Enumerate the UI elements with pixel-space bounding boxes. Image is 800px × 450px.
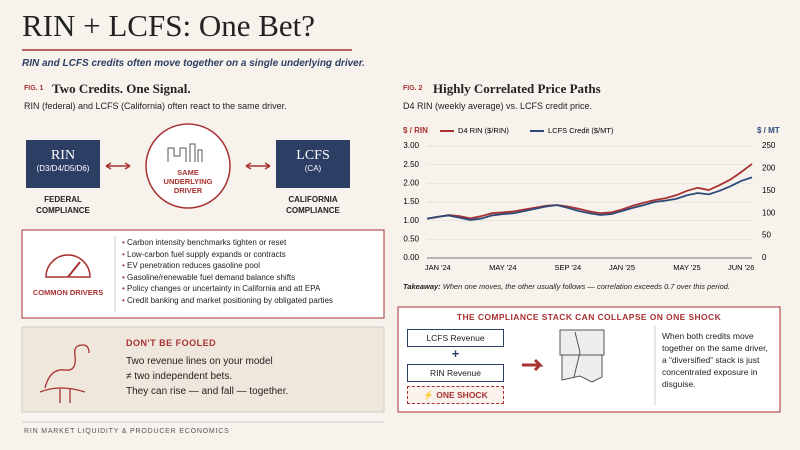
- caption-line: CALIFORNIA: [288, 195, 338, 204]
- stack-text: When both credits move together on the s…: [662, 331, 768, 389]
- lcfs-box: LCFS (CA): [276, 140, 350, 188]
- subtitle: RIN and LCFS credits often move together…: [22, 58, 365, 69]
- driver-line: UNDERLYING: [163, 177, 213, 186]
- refinery-icon: [167, 143, 203, 162]
- driver-item: • Low-carbon fuel supply expands or cont…: [122, 249, 333, 261]
- driver-item: • Carbon intensity benchmarks tighten or…: [122, 237, 333, 249]
- chart-title: Highly Correlated Price Paths: [433, 81, 601, 96]
- driver-line: SAME: [177, 168, 199, 177]
- takeaway-text: When one moves, the other usually follow…: [442, 282, 730, 291]
- x-tick-label: MAY '25: [673, 263, 700, 272]
- shock: ⚡ ONE SHOCK: [407, 386, 504, 404]
- y-tick-label: 1.00: [403, 216, 419, 225]
- caption-line: FEDERAL: [44, 195, 82, 204]
- y2-tick-label: 150: [762, 186, 776, 195]
- y-tick-label: 2.50: [403, 160, 419, 169]
- x-tick-label: JUN '26: [728, 263, 754, 272]
- driver-item: • Gasoline/renewable fuel demand balance…: [122, 272, 333, 284]
- caption-line: COMPLIANCE: [286, 206, 340, 215]
- y-tick-label: 3.00: [403, 141, 419, 150]
- y-axis-label: $ / RIN: [403, 126, 428, 135]
- x-tick-label: MAY '24: [489, 263, 516, 272]
- driver-text: Gasoline/renewable fuel demand balance s…: [127, 272, 296, 282]
- lcfs-name: LCFS: [296, 148, 330, 163]
- y2-tick-label: 0: [762, 253, 767, 262]
- rin-caption: FEDERAL COMPLIANCE: [26, 194, 100, 216]
- stack-item: LCFS Revenue: [407, 329, 504, 347]
- fooled-title: DON'T BE FOOLED: [126, 338, 217, 348]
- fooled-line: ≠ two independent bets.: [126, 371, 233, 382]
- driver-text: Carbon intensity benchmarks tighten or r…: [127, 238, 287, 247]
- arrow: [245, 162, 271, 170]
- bullet: •: [122, 272, 128, 282]
- chart-subtitle: D4 RIN (weekly average) vs. LCFS credit …: [403, 101, 593, 111]
- bullet: •: [122, 284, 128, 293]
- stack-title: THE COMPLIANCE STACK CAN COLLAPSE ON ONE…: [456, 312, 722, 322]
- footer: RIN MARKET LIQUIDITY & PRODUCER ECONOMIC…: [24, 428, 230, 435]
- lcfs-caption: CALIFORNIA COMPLIANCE: [266, 194, 360, 216]
- drivers-title: COMMON DRIVERS: [32, 288, 104, 297]
- x-tick-label: JAN '25: [609, 263, 635, 272]
- driver-text: Credit banking and market positioning by…: [127, 295, 333, 305]
- driver-text: Low-carbon fuel supply expands or contra…: [127, 249, 286, 259]
- fooled-box: [21, 326, 385, 413]
- y2-tick-label: 200: [762, 164, 776, 173]
- title: RIN + LCFS: One Bet?: [22, 8, 316, 43]
- drivers-list: • Carbon intensity benchmarks tighten or…: [122, 237, 333, 306]
- fooled-line: They can rise — and fall — together.: [126, 386, 289, 397]
- arrow: [105, 162, 131, 170]
- takeaway: Takeaway: When one moves, the other usua…: [403, 282, 730, 291]
- broken-block-icon: [559, 329, 605, 383]
- arrow: [522, 358, 544, 372]
- y-tick-label: 1.50: [403, 197, 419, 206]
- rin-box: RIN (D3/D4/D5/D6): [26, 140, 100, 188]
- driver-line: DRIVER: [173, 186, 203, 195]
- lcfs-sub: (CA): [304, 164, 322, 173]
- series-line: [426, 176, 753, 221]
- ostrich-icon: [39, 344, 90, 403]
- driver-item: • Credit banking and market positioning …: [122, 295, 333, 307]
- x-tick-label: JAN '24: [425, 263, 451, 272]
- y-tick-label: 2.00: [403, 178, 419, 187]
- y2-axis-label: $ / MT: [757, 126, 780, 135]
- y-tick-label: 0.00: [403, 253, 419, 262]
- plus: +: [451, 346, 460, 361]
- y2-tick-label: 250: [762, 141, 776, 150]
- stack-item: RIN Revenue: [407, 364, 504, 382]
- fooled-line: Two revenue lines on your model: [126, 356, 273, 367]
- y-tick-label: 0.50: [403, 234, 419, 243]
- driver-text: EV penetration reduces gasoline pool: [127, 261, 261, 270]
- caption-line: COMPLIANCE: [36, 206, 90, 215]
- bullet: •: [122, 249, 128, 259]
- bullet: •: [122, 238, 128, 247]
- gauge-needle: [67, 261, 81, 278]
- takeaway-lead: Takeaway:: [403, 282, 441, 291]
- shock-label: ONE SHOCK: [436, 390, 488, 400]
- driver-text: Policy changes or uncertainty in Califor…: [127, 284, 321, 293]
- rin-sub: (D3/D4/D5/D6): [36, 164, 90, 173]
- driver-circle: [145, 123, 231, 209]
- fig-title: Two Credits. One Signal.: [52, 81, 191, 96]
- rin-name: RIN: [50, 148, 76, 163]
- y2-tick-label: 100: [762, 208, 776, 217]
- fig-label: FIG. 2: [403, 85, 423, 92]
- fooled-text: Two revenue lines on your model ≠ two ind…: [126, 354, 288, 399]
- driver-label: SAME UNDERLYING DRIVER: [148, 168, 228, 195]
- fig-label: FIG. 1: [24, 85, 44, 92]
- x-tick-label: SEP '24: [554, 263, 581, 272]
- bullet: •: [122, 295, 128, 305]
- driver-item: • Policy changes or uncertainty in Calif…: [122, 283, 333, 295]
- y2-tick-label: 50: [762, 231, 771, 240]
- bullet: •: [122, 261, 128, 270]
- gauge-icon: [45, 254, 91, 278]
- series-line: [426, 163, 753, 220]
- legend-label: D4 RIN ($/RIN): [458, 126, 509, 135]
- driver-item: • EV penetration reduces gasoline pool: [122, 260, 333, 272]
- fig-description: RIN (federal) and LCFS (California) ofte…: [24, 101, 287, 111]
- legend-label: LCFS Credit ($/MT): [548, 126, 614, 135]
